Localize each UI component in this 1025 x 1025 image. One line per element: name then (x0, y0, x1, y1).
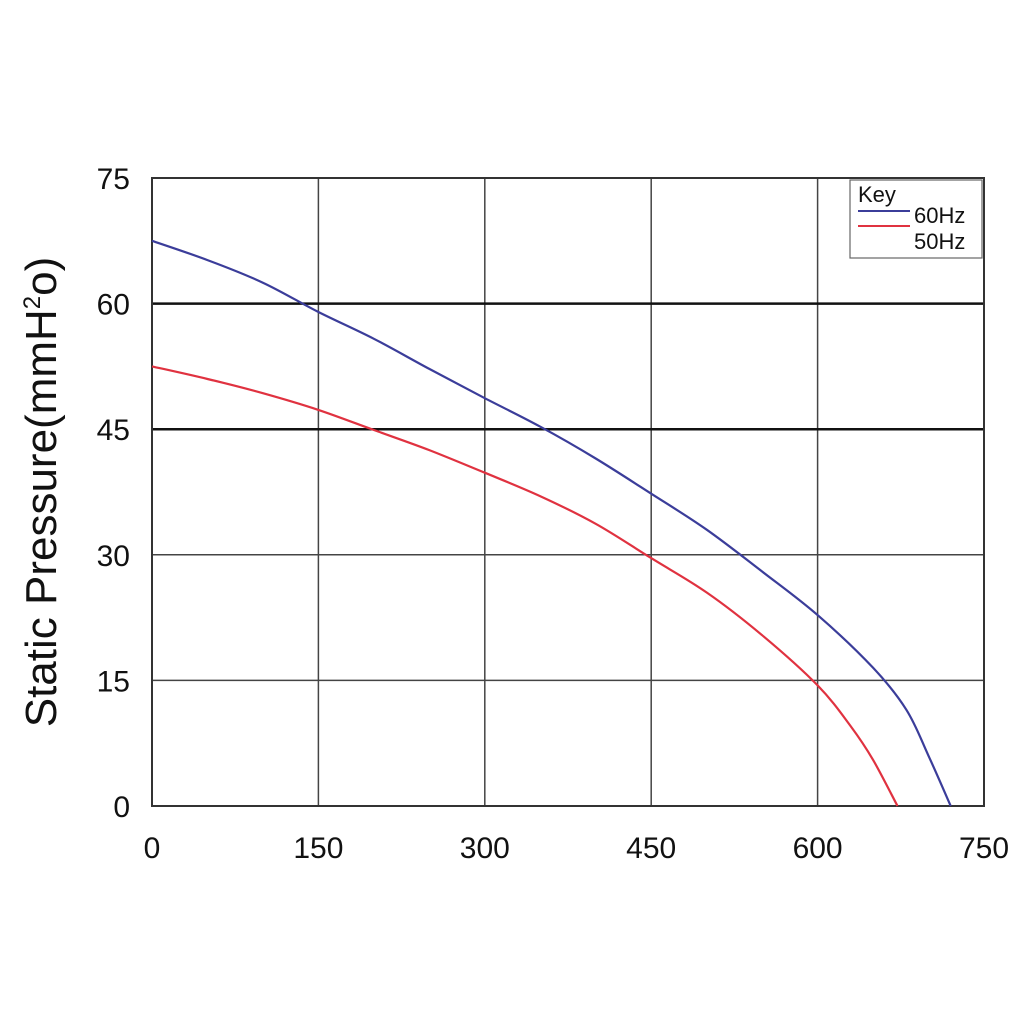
x-tick-label: 750 (959, 832, 1009, 865)
legend-entry-60hz: 60Hz (914, 203, 965, 228)
x-tick-label: 600 (793, 832, 843, 865)
y-tick-label: 45 (97, 414, 130, 447)
legend-box (849, 179, 983, 259)
x-tick-label: 150 (293, 832, 343, 865)
legend-entry-50hz: 50Hz (914, 229, 965, 254)
y-tick-label: 30 (97, 540, 130, 573)
legend: Key 60Hz 50Hz (849, 179, 983, 259)
x-tick-label: 0 (144, 832, 161, 865)
y-tick-label: 15 (97, 665, 130, 698)
y-tick-label: 0 (113, 791, 130, 824)
y-tick-labels: 0 15 30 45 60 75 (97, 163, 130, 824)
series-line-60hz (151, 239, 952, 807)
y-axis-label: Static Pressure(mmH2o) (17, 257, 66, 728)
x-tick-labels: 0 150 300 450 600 750 (144, 832, 1009, 865)
y-tick-label: 60 (97, 289, 130, 322)
legend-title: Key (858, 182, 896, 207)
series-line-50hz (151, 365, 899, 807)
plot-frame (151, 177, 985, 807)
x-tick-label: 450 (626, 832, 676, 865)
y-tick-label: 75 (97, 163, 130, 196)
series-lines (151, 239, 952, 807)
x-tick-label: 300 (460, 832, 510, 865)
